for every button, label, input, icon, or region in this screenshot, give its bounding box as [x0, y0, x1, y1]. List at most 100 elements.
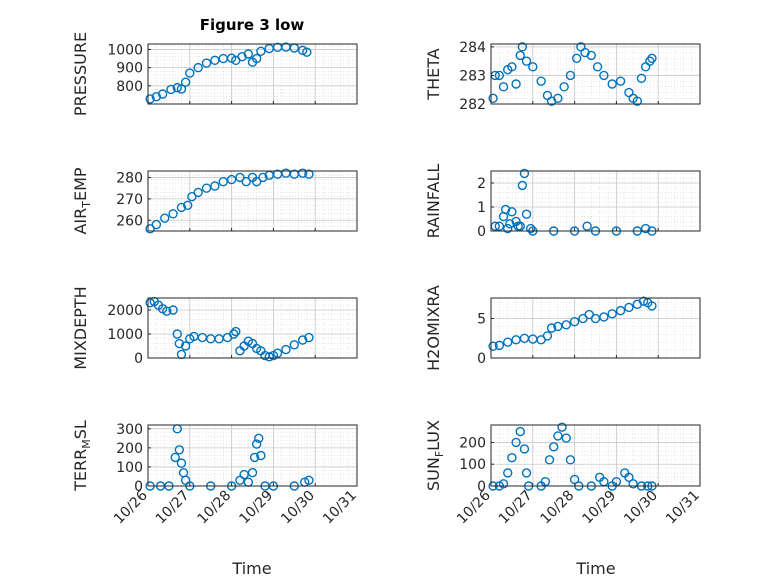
- data-point: [636, 73, 647, 83]
- data-point: [160, 213, 170, 223]
- data-point: [519, 168, 530, 179]
- data-point: [210, 55, 220, 66]
- x-tick-label: 10/31: [663, 488, 703, 528]
- data-point: [503, 468, 513, 478]
- data-point: [304, 475, 314, 485]
- x-tick-label: 10/29: [579, 488, 619, 528]
- data-point: [511, 437, 521, 448]
- subplot-h2omixra: 0 5 H2OMIXRA: [424, 285, 701, 371]
- y-tick-label: 100: [116, 460, 143, 476]
- x-tick-label: 10/26: [111, 487, 151, 527]
- data-point: [624, 302, 634, 313]
- data-point: [172, 82, 182, 93]
- data-point: [515, 221, 525, 231]
- y-tick-label: 283: [459, 68, 486, 84]
- subplot-rainfall: 0 1 2 RAINFALL: [424, 164, 701, 240]
- data-point: [515, 50, 525, 61]
- data-point: [599, 70, 609, 81]
- y-tick-label: 284: [459, 40, 486, 56]
- axes-box: [147, 424, 358, 487]
- x-tick-label: 10/30: [278, 488, 318, 528]
- x-tick-label: 10/31: [320, 488, 360, 528]
- data-point: [565, 70, 576, 81]
- data-point: [168, 209, 178, 219]
- y-tick-label: 1000: [107, 327, 143, 343]
- data-point: [647, 53, 657, 63]
- data-point: [168, 305, 178, 315]
- data-point: [174, 445, 185, 455]
- x-tick-label: 10/26: [454, 487, 494, 527]
- y-axis-label: TERRMSL: [71, 420, 93, 492]
- data-point: [226, 174, 237, 185]
- data-point: [297, 168, 308, 178]
- y-tick-label: 0: [134, 479, 143, 495]
- data-point: [302, 47, 312, 57]
- data-point: [235, 172, 245, 183]
- subplot-pressure: 800 900 1000 PRESSURE: [71, 32, 358, 116]
- y-tick-label: 200: [116, 441, 143, 457]
- data-point: [157, 89, 168, 99]
- data-point: [582, 221, 592, 231]
- data-point: [565, 455, 576, 465]
- data-point: [185, 68, 195, 78]
- data-point: [549, 442, 559, 452]
- data-point: [507, 62, 517, 72]
- data-point: [210, 181, 220, 191]
- data-point: [521, 209, 532, 219]
- plot-area: [491, 298, 700, 358]
- y-tick-label: 5: [477, 312, 486, 328]
- y-axis-label: PRESSURE: [71, 32, 90, 116]
- data-point: [494, 70, 505, 81]
- data-point: [498, 479, 509, 489]
- axes-box: [490, 43, 701, 105]
- y-tick-label: 282: [459, 97, 486, 113]
- data-point: [241, 177, 251, 187]
- data-point: [544, 455, 555, 465]
- axes-box: [147, 170, 358, 232]
- data-point: [511, 79, 521, 89]
- data-point: [172, 329, 182, 339]
- data-point: [500, 204, 511, 215]
- data-point: [218, 177, 228, 187]
- data-point: [628, 479, 638, 489]
- plot-area: [491, 171, 700, 231]
- x-tick-label: 10/27: [496, 488, 536, 528]
- data-point: [251, 439, 262, 449]
- data-point: [162, 306, 172, 316]
- y-tick-label: 0: [477, 479, 486, 495]
- data-point: [145, 298, 155, 308]
- data-point: [180, 77, 191, 87]
- data-point: [231, 326, 241, 337]
- y-axis-label: MIXDEPTH: [71, 286, 90, 369]
- data-point: [561, 320, 571, 330]
- data-point: [526, 223, 536, 234]
- data-point: [254, 433, 264, 444]
- data-point: [304, 332, 314, 343]
- data-point: [239, 469, 249, 480]
- y-tick-label: 200: [459, 435, 486, 451]
- data-point: [193, 62, 203, 73]
- data-point: [281, 344, 291, 355]
- data-point: [183, 200, 193, 210]
- axes-box: [490, 424, 701, 487]
- data-point: [553, 93, 563, 103]
- data-point: [151, 219, 162, 230]
- data-point: [488, 341, 498, 351]
- data-point: [249, 452, 260, 463]
- y-tick-label: 280: [116, 170, 143, 186]
- x-tick-label: 10/29: [236, 488, 276, 528]
- data-point: [251, 177, 262, 187]
- data-point: [488, 93, 498, 103]
- y-axis-label: RAINFALL: [424, 164, 443, 239]
- data-point: [546, 323, 557, 333]
- data-point: [559, 82, 569, 92]
- y-tick-label: 2: [477, 176, 486, 192]
- data-point: [174, 338, 185, 349]
- data-point: [507, 207, 517, 217]
- data-point: [645, 56, 655, 66]
- axes-box: [147, 43, 358, 105]
- y-tick-label: 260: [116, 213, 143, 229]
- y-tick-label: 270: [116, 192, 143, 208]
- data-point: [297, 335, 308, 345]
